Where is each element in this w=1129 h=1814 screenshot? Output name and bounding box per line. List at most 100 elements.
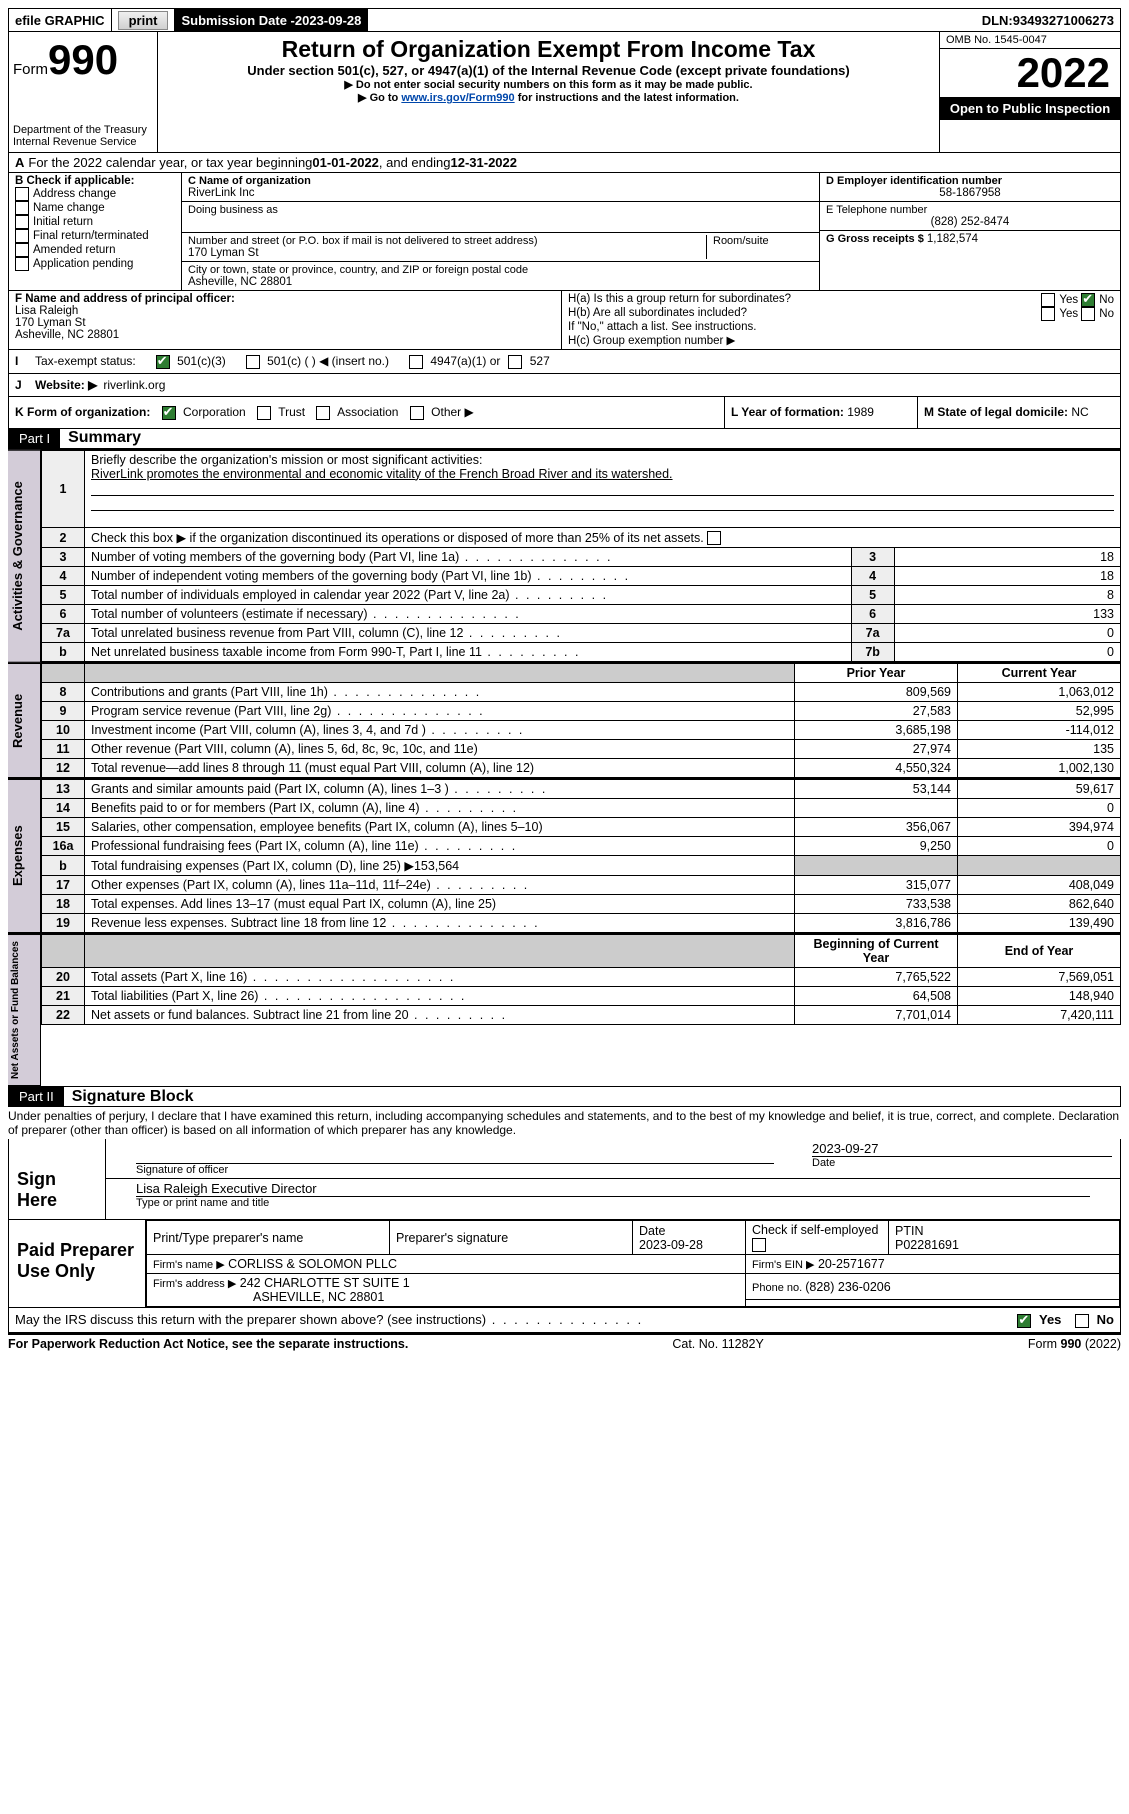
sig-officer-label: Signature of officer [136, 1163, 774, 1176]
Hc-label: H(c) Group exemption number ▶ [568, 333, 1114, 347]
M-value: NC [1071, 405, 1088, 419]
l2: Check this box ▶ if the organization dis… [85, 527, 1121, 548]
B-addr-change[interactable]: Address change [15, 187, 175, 201]
l14: Benefits paid to or for members (Part IX… [85, 799, 795, 818]
B-amended[interactable]: Amended return [15, 243, 175, 257]
faddr-val: 242 CHARLOTTE ST SUITE 1 [240, 1276, 410, 1290]
c9: 52,995 [958, 702, 1121, 721]
ein-val: 20-2571677 [818, 1257, 885, 1271]
side-activities: Activities & Governance [8, 450, 41, 663]
form-title: Return of Organization Exempt From Incom… [166, 36, 931, 63]
sign-here-block: Sign Here Signature of officer 2023-09-2… [8, 1139, 1121, 1220]
c11: 135 [958, 740, 1121, 759]
v4: 18 [894, 567, 1120, 586]
side-expenses: Expenses [8, 779, 41, 933]
K-corp[interactable] [162, 406, 176, 420]
v5: 8 [894, 586, 1120, 605]
dba-label: Doing business as [188, 204, 813, 216]
K-other[interactable] [410, 406, 424, 420]
p10: 3,685,198 [795, 721, 958, 740]
omb: OMB No. 1545-0047 [940, 32, 1120, 49]
K-trust[interactable] [257, 406, 271, 420]
l13: Grants and similar amounts paid (Part IX… [85, 780, 795, 799]
sign-here-label: Sign Here [9, 1139, 106, 1219]
K-assoc[interactable] [316, 406, 330, 420]
may-yes[interactable] [1017, 1314, 1031, 1328]
G-value: 1,182,574 [927, 233, 978, 245]
Hb-no[interactable] [1081, 307, 1095, 321]
open-public: Open to Public Inspection [940, 97, 1120, 120]
phone-label: Phone no. [752, 1282, 805, 1294]
l1-value: RiverLink promotes the environmental and… [91, 467, 673, 481]
side-netassets: Net Assets or Fund Balances [8, 934, 41, 1086]
l4: Number of independent voting members of … [85, 567, 852, 586]
subtitle3: ▶ Go to www.irs.gov/Form990 for instruct… [166, 91, 931, 104]
p9: 27,583 [795, 702, 958, 721]
B-app-pending[interactable]: Application pending [15, 257, 175, 271]
print-button[interactable]: print [112, 9, 176, 31]
ein-label: Firm's EIN ▶ [752, 1259, 815, 1271]
L-label: L Year of formation: [731, 405, 847, 419]
I-527[interactable] [508, 355, 522, 369]
c16a: 0 [958, 837, 1121, 856]
subtitle2: ▶ Do not enter social security numbers o… [166, 78, 931, 91]
l17: Other expenses (Part IX, column (A), lin… [85, 876, 795, 895]
l22: Net assets or fund balances. Subtract li… [85, 1006, 795, 1025]
may-no[interactable] [1075, 1314, 1089, 1328]
footer: For Paperwork Reduction Act Notice, see … [8, 1335, 1121, 1351]
addr-label: Number and street (or P.O. box if mail i… [188, 235, 706, 247]
l12: Total revenue—add lines 8 through 11 (mu… [85, 759, 795, 778]
Hb-yes[interactable] [1041, 307, 1055, 321]
l16b: Total fundraising expenses (Part IX, col… [85, 856, 795, 876]
dept-treasury: Department of the Treasury [13, 124, 153, 136]
I-501c[interactable] [246, 355, 260, 369]
l7a: Total unrelated business revenue from Pa… [85, 624, 852, 643]
c12: 1,002,130 [958, 759, 1121, 778]
declaration: Under penalties of perjury, I declare th… [8, 1107, 1121, 1139]
l2-check[interactable] [707, 531, 721, 545]
B-final[interactable]: Final return/terminated [15, 229, 175, 243]
l15: Salaries, other compensation, employee b… [85, 818, 795, 837]
E-value: (828) 252-8474 [826, 216, 1114, 228]
v7a: 0 [894, 624, 1120, 643]
self-emp-check[interactable] [752, 1238, 766, 1252]
F-city: Asheville, NC 28801 [15, 329, 555, 341]
Ha-label: H(a) Is this a group return for subordin… [568, 293, 791, 307]
prep-name-label: Print/Type preparer's name [147, 1221, 390, 1255]
Ha-no[interactable] [1081, 293, 1095, 307]
l8: Contributions and grants (Part VIII, lin… [85, 683, 795, 702]
form-word: Form [13, 61, 48, 78]
Ha-yes[interactable] [1041, 293, 1055, 307]
l9: Program service revenue (Part VIII, line… [85, 702, 795, 721]
hdr-begin: Beginning of Current Year [795, 935, 958, 968]
irs-link[interactable]: www.irs.gov/Form990 [401, 92, 514, 104]
c22: 7,420,111 [958, 1006, 1121, 1025]
may-discuss: May the IRS discuss this return with the… [8, 1308, 1121, 1335]
hdr-prior: Prior Year [795, 664, 958, 683]
tax-year: 2022 [940, 49, 1120, 97]
firm-label: Firm's name ▶ [153, 1259, 225, 1271]
part1-bar: Part I Summary [8, 429, 1121, 449]
B-initial[interactable]: Initial return [15, 215, 175, 229]
sig-date-label: Date [812, 1156, 1112, 1169]
fcity-val: ASHEVILLE, NC 28801 [153, 1290, 384, 1304]
may-q: May the IRS discuss this return with the… [15, 1312, 643, 1328]
form-number: 990 [48, 36, 118, 83]
B-name-change[interactable]: Name change [15, 201, 175, 215]
G-label: G Gross receipts $ [826, 233, 927, 245]
l16a: Professional fundraising fees (Part IX, … [85, 837, 795, 856]
prep-date-val: 2023-09-28 [639, 1238, 703, 1252]
I-501c3[interactable] [156, 355, 170, 369]
p11: 27,974 [795, 740, 958, 759]
room-label: Room/suite [706, 235, 813, 259]
l11: Other revenue (Part VIII, column (A), li… [85, 740, 795, 759]
sig-date: 2023-09-27 [812, 1141, 1112, 1156]
subtitle1: Under section 501(c), 527, or 4947(a)(1)… [166, 63, 931, 78]
c14: 0 [958, 799, 1121, 818]
addr-value: 170 Lyman St [188, 247, 706, 259]
I-4947[interactable] [409, 355, 423, 369]
B-label: B Check if applicable: [15, 175, 175, 187]
p21: 64,508 [795, 987, 958, 1006]
D-value: 58-1867958 [826, 187, 1114, 199]
p12: 4,550,324 [795, 759, 958, 778]
